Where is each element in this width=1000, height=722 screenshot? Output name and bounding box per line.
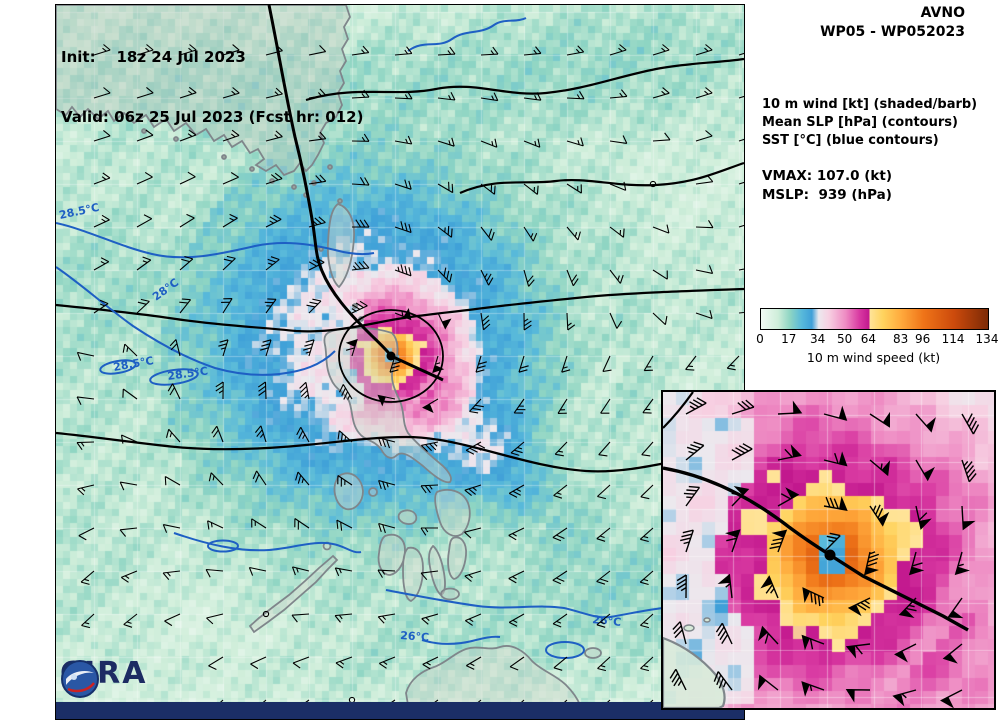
inset-overlay	[663, 392, 980, 708]
luzon	[323, 326, 452, 484]
taiwan	[326, 203, 355, 289]
model-name: AVNO	[920, 5, 965, 21]
legend-line-slp: Mean SLP [hPa] (contours)	[762, 115, 958, 130]
slp-contours	[56, 57, 744, 473]
colorbar-tick: 96	[914, 332, 931, 346]
colorbar-tick: 0	[756, 332, 764, 346]
storm-track	[267, 5, 444, 382]
colorbar-tick: 134	[975, 332, 999, 346]
storm-center-dot	[386, 351, 396, 361]
sst-label: 28.5°C	[58, 201, 101, 222]
colorbar-tick: 64	[860, 332, 877, 346]
inset-wind-barbs	[669, 397, 980, 708]
sst-label: 26°C	[592, 613, 622, 629]
colorbar-label: 10 m wind speed (kt)	[806, 350, 941, 365]
sst-label: 28.5°C	[112, 354, 154, 374]
map-titles: Init: 18z 24 Jul 2023 Valid: 06z 25 Jul …	[61, 7, 363, 167]
wind-barbs	[76, 44, 744, 715]
sst-label: 28°C	[150, 276, 181, 303]
legend-line-sst: SST [°C] (blue contours)	[762, 133, 939, 148]
inset-coastline	[663, 636, 726, 708]
vmax-value: VMAX: 107.0 (kt)	[762, 168, 893, 184]
init-time-label: Init: 18z 24 Jul 2023	[61, 48, 246, 66]
storm-id: WP05 - WP052023	[820, 24, 965, 40]
inset-storm-track	[663, 466, 969, 632]
main-map: 28.5°C 28°C 28.5°C 28.5°C 26°C 26°C Init…	[55, 4, 745, 720]
valid-time-label: Valid: 06z 25 Jul 2023 (Fcst hr: 012)	[61, 108, 364, 126]
colorbar: 0 17 34 50 64 83 96 114 134 10 m wind sp…	[756, 308, 998, 365]
storm-zoom-inset	[661, 390, 996, 710]
field-legend: 10 m wind [kt] (shaded/barb) Mean SLP [h…	[762, 96, 977, 150]
colorbar-gradient	[760, 308, 989, 330]
mslp-value: MSLP: 939 (hPa)	[762, 187, 892, 203]
colorbar-tick: 83	[892, 332, 909, 346]
colorbar-tick: 50	[837, 332, 853, 346]
colorbar-ticks: 0 17 34 50 64 83 96 114 134	[756, 332, 998, 347]
info-panel: AVNO WP05 - WP052023 10 m wind [kt] (sha…	[755, 0, 998, 390]
visayas-islands	[248, 472, 471, 634]
cira-logo: CIRA	[60, 659, 148, 698]
footer-bar	[56, 702, 744, 719]
inset-storm-center-dot	[824, 549, 836, 561]
colorbar-tick: 34	[809, 332, 826, 346]
sst-label: 28.5°C	[167, 364, 209, 383]
legend-line-wind: 10 m wind [kt] (shaded/barb)	[762, 97, 978, 112]
colorbar-tick: 17	[781, 332, 797, 346]
rammb-logo-icon	[61, 660, 99, 698]
inset-slp-contour	[663, 392, 694, 429]
map-overlay: 28.5°C 28°C 28.5°C 28.5°C 26°C 26°C	[56, 5, 744, 715]
sst-label: 26°C	[400, 629, 430, 644]
mindanao	[405, 645, 582, 706]
colorbar-tick: 114	[941, 332, 965, 346]
